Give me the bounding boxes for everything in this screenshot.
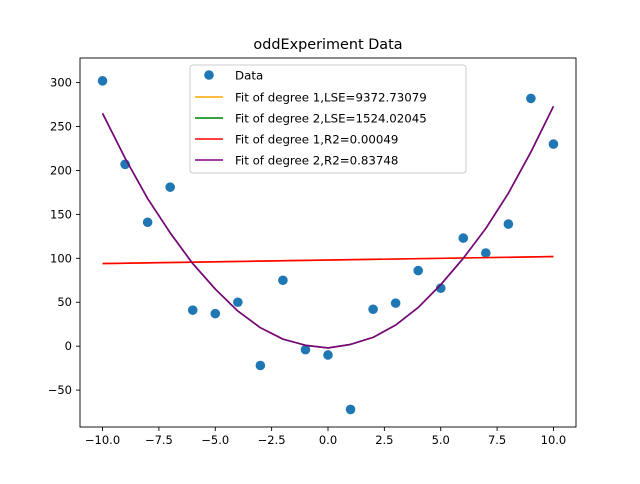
legend-label-1: Fit of degree 2,LSE=1524.02045 <box>235 112 427 126</box>
y-tick-label: 100 <box>50 251 72 265</box>
x-tick-label: 5.0 <box>432 433 450 447</box>
data-point <box>458 233 469 243</box>
x-tick-label: −2.5 <box>258 433 286 447</box>
y-tick-label: 150 <box>50 207 72 221</box>
x-tick-label: 10.0 <box>541 433 567 447</box>
axes: −10.0 −7.5 −5.0 −2.5 0.0 2.5 5.0 7.5 10.0 −50 0 50 1… <box>48 57 577 447</box>
x-tick-label: 0.0 <box>319 433 337 447</box>
data-point <box>503 219 514 229</box>
legend-marker-data <box>204 70 214 80</box>
data-point <box>435 283 446 293</box>
legend-label-0: Fit of degree 1,LSE=9372.73079 <box>235 91 427 105</box>
data-point <box>345 404 356 415</box>
legend-label-data: Data <box>235 69 263 83</box>
x-tick-label: 7.5 <box>488 433 506 447</box>
x-tick-label: −7.5 <box>145 433 173 447</box>
data-point <box>548 139 559 149</box>
legend: Data Fit of degree 1,LSE=9372.73079 Fit of… <box>189 64 467 174</box>
data-point <box>413 265 423 276</box>
x-tick-label: 2.5 <box>375 433 393 447</box>
series-line-2 <box>102 255 554 265</box>
data-point <box>323 350 333 360</box>
data-point <box>210 308 221 319</box>
x-tick-label: −5.0 <box>201 433 229 447</box>
data-point <box>187 305 198 315</box>
plot-area <box>97 76 559 415</box>
data-point <box>526 93 536 104</box>
data-point <box>233 297 243 308</box>
data-point <box>165 182 175 192</box>
y-tick-label: −50 <box>48 383 72 397</box>
data-point <box>390 298 401 308</box>
y-tick-label: 0 <box>65 339 72 353</box>
y-tick-label: 200 <box>50 163 72 177</box>
data-point <box>481 248 491 258</box>
legend-box <box>189 64 467 174</box>
y-tick-label: 300 <box>50 76 72 90</box>
plot-clipped-group <box>97 76 559 415</box>
legend-label-3: Fit of degree 2,R2=0.83748 <box>235 154 398 168</box>
data-point <box>300 344 311 355</box>
x-tick-label: −10.0 <box>85 433 120 447</box>
y-tick-label: 50 <box>57 295 72 309</box>
data-point <box>97 76 108 86</box>
series-line-3 <box>101 105 555 349</box>
y-tick-label: 250 <box>50 120 72 134</box>
data-point <box>368 304 378 315</box>
data-point <box>255 360 266 371</box>
data-point <box>278 275 288 286</box>
chart-title: oddExperiment Data <box>253 37 402 53</box>
data-point <box>142 217 153 228</box>
legend-label-2: Fit of degree 1,R2=0.00049 <box>235 133 398 147</box>
